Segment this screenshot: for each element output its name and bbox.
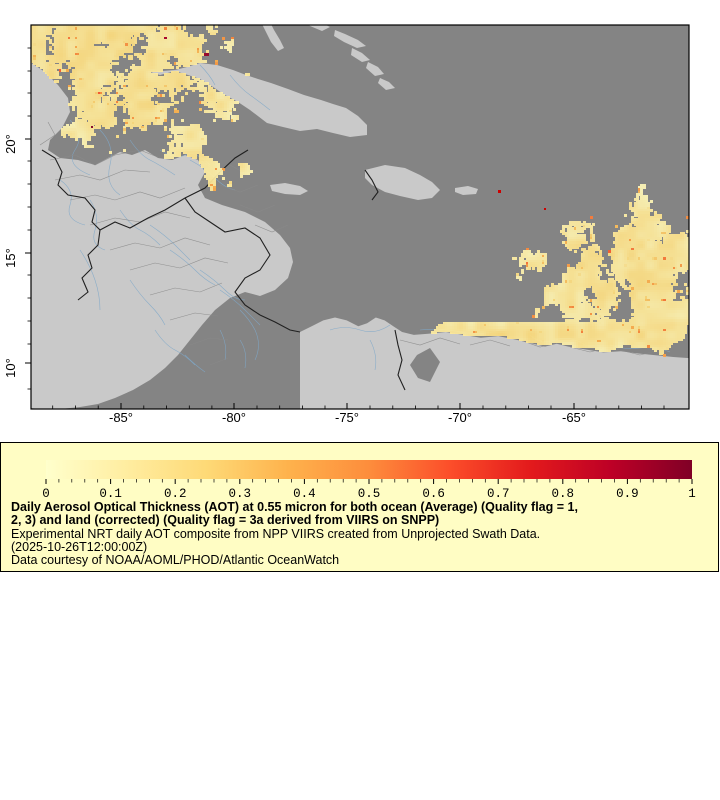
svg-text:0.3: 0.3 xyxy=(229,487,252,501)
svg-text:0.8: 0.8 xyxy=(552,487,575,501)
svg-text:-75°: -75° xyxy=(335,410,359,425)
svg-text:0.7: 0.7 xyxy=(487,487,510,501)
svg-text:0: 0 xyxy=(42,487,50,501)
svg-text:10°: 10° xyxy=(3,358,18,378)
svg-text:1: 1 xyxy=(688,487,696,501)
svg-text:0.4: 0.4 xyxy=(293,487,316,501)
svg-text:Daily Aerosol Optical Thicknes: Daily Aerosol Optical Thickness (AOT) at… xyxy=(11,500,578,514)
svg-text:-65°: -65° xyxy=(562,410,586,425)
svg-text:-70°: -70° xyxy=(448,410,472,425)
svg-text:0.1: 0.1 xyxy=(99,487,122,501)
svg-text:Experimental NRT daily AOT com: Experimental NRT daily AOT composite fro… xyxy=(11,527,540,541)
svg-text:-80°: -80° xyxy=(222,410,246,425)
svg-text:(2025-10-26T12:00:00Z): (2025-10-26T12:00:00Z) xyxy=(11,540,147,554)
svg-text:0.6: 0.6 xyxy=(422,487,445,501)
svg-text:0.5: 0.5 xyxy=(358,487,381,501)
svg-text:Data courtesy of NOAA/AOML/PHO: Data courtesy of NOAA/AOML/PHOD/Atlantic… xyxy=(11,553,339,567)
svg-text:0.9: 0.9 xyxy=(616,487,639,501)
svg-text:20°: 20° xyxy=(3,134,18,154)
svg-text:-85°: -85° xyxy=(109,410,133,425)
svg-text:15°: 15° xyxy=(3,248,18,268)
svg-text:2, 3) and land (corrected) (Qu: 2, 3) and land (corrected) (Quality flag… xyxy=(11,513,439,527)
svg-text:0.2: 0.2 xyxy=(164,487,187,501)
